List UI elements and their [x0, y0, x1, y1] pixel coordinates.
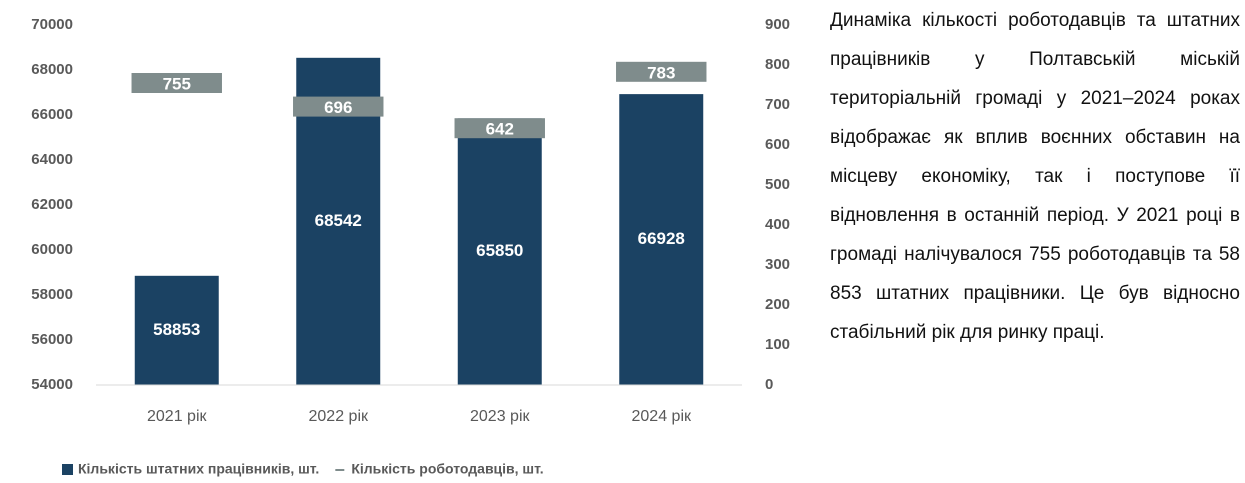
y2-tick-label: 0 [765, 376, 773, 393]
y2-tick-label: 100 [765, 336, 790, 353]
chart: 54000 56000 58000 60000 62000 64000 66000 68000… [31, 16, 790, 477]
y-tick-label: 60000 [31, 241, 73, 258]
bar-label: 68542 [315, 211, 362, 230]
y2-tick-label: 300 [765, 256, 790, 273]
marker-label: 755 [163, 74, 191, 93]
marker [616, 61, 707, 82]
y2-tick-label: 800 [765, 56, 790, 73]
y2-tick-label: 500 [765, 176, 790, 193]
y-tick-label: 58000 [31, 286, 73, 303]
x-tick-label: 2023 рік [470, 408, 530, 425]
marker-label: 783 [647, 63, 675, 82]
y2-tick-label: 200 [765, 296, 790, 313]
y-tick-label: 62000 [31, 196, 73, 213]
marker [131, 73, 222, 93]
bar [619, 94, 704, 386]
bar-label: 65850 [476, 241, 523, 260]
y2-tick-label: 700 [765, 96, 790, 113]
marker-label: 642 [486, 120, 514, 139]
bar [457, 118, 542, 385]
y-tick-label: 64000 [31, 151, 73, 168]
marker [293, 96, 384, 117]
bar [134, 275, 219, 385]
y2-tick-label: 600 [765, 136, 790, 153]
y-tick-label: 66000 [31, 106, 73, 123]
legend-label: Кількість штатних працівників, шт. [78, 461, 319, 477]
x-tick-label: 2022 рік [309, 408, 369, 425]
y2-tick-label: 400 [765, 216, 790, 233]
y-tick-label: 54000 [31, 376, 73, 393]
legend-label: Кількість роботодавців, шт. [351, 461, 543, 477]
marker-label: 696 [324, 98, 352, 117]
y-tick-label: 56000 [31, 331, 73, 348]
bar-label: 58853 [153, 320, 200, 339]
marker [454, 118, 545, 139]
y2-tick-label: 900 [765, 16, 790, 33]
bar-label: 66928 [638, 229, 685, 248]
x-tick-label: 2024 рік [632, 408, 692, 425]
y-tick-label: 68000 [31, 61, 73, 78]
y-tick-label: 70000 [31, 16, 73, 33]
x-tick-label: 2021 рік [147, 408, 207, 425]
legend-swatch [62, 464, 73, 475]
description: Динаміка кількості роботодавців та штатн… [830, 10, 1240, 343]
